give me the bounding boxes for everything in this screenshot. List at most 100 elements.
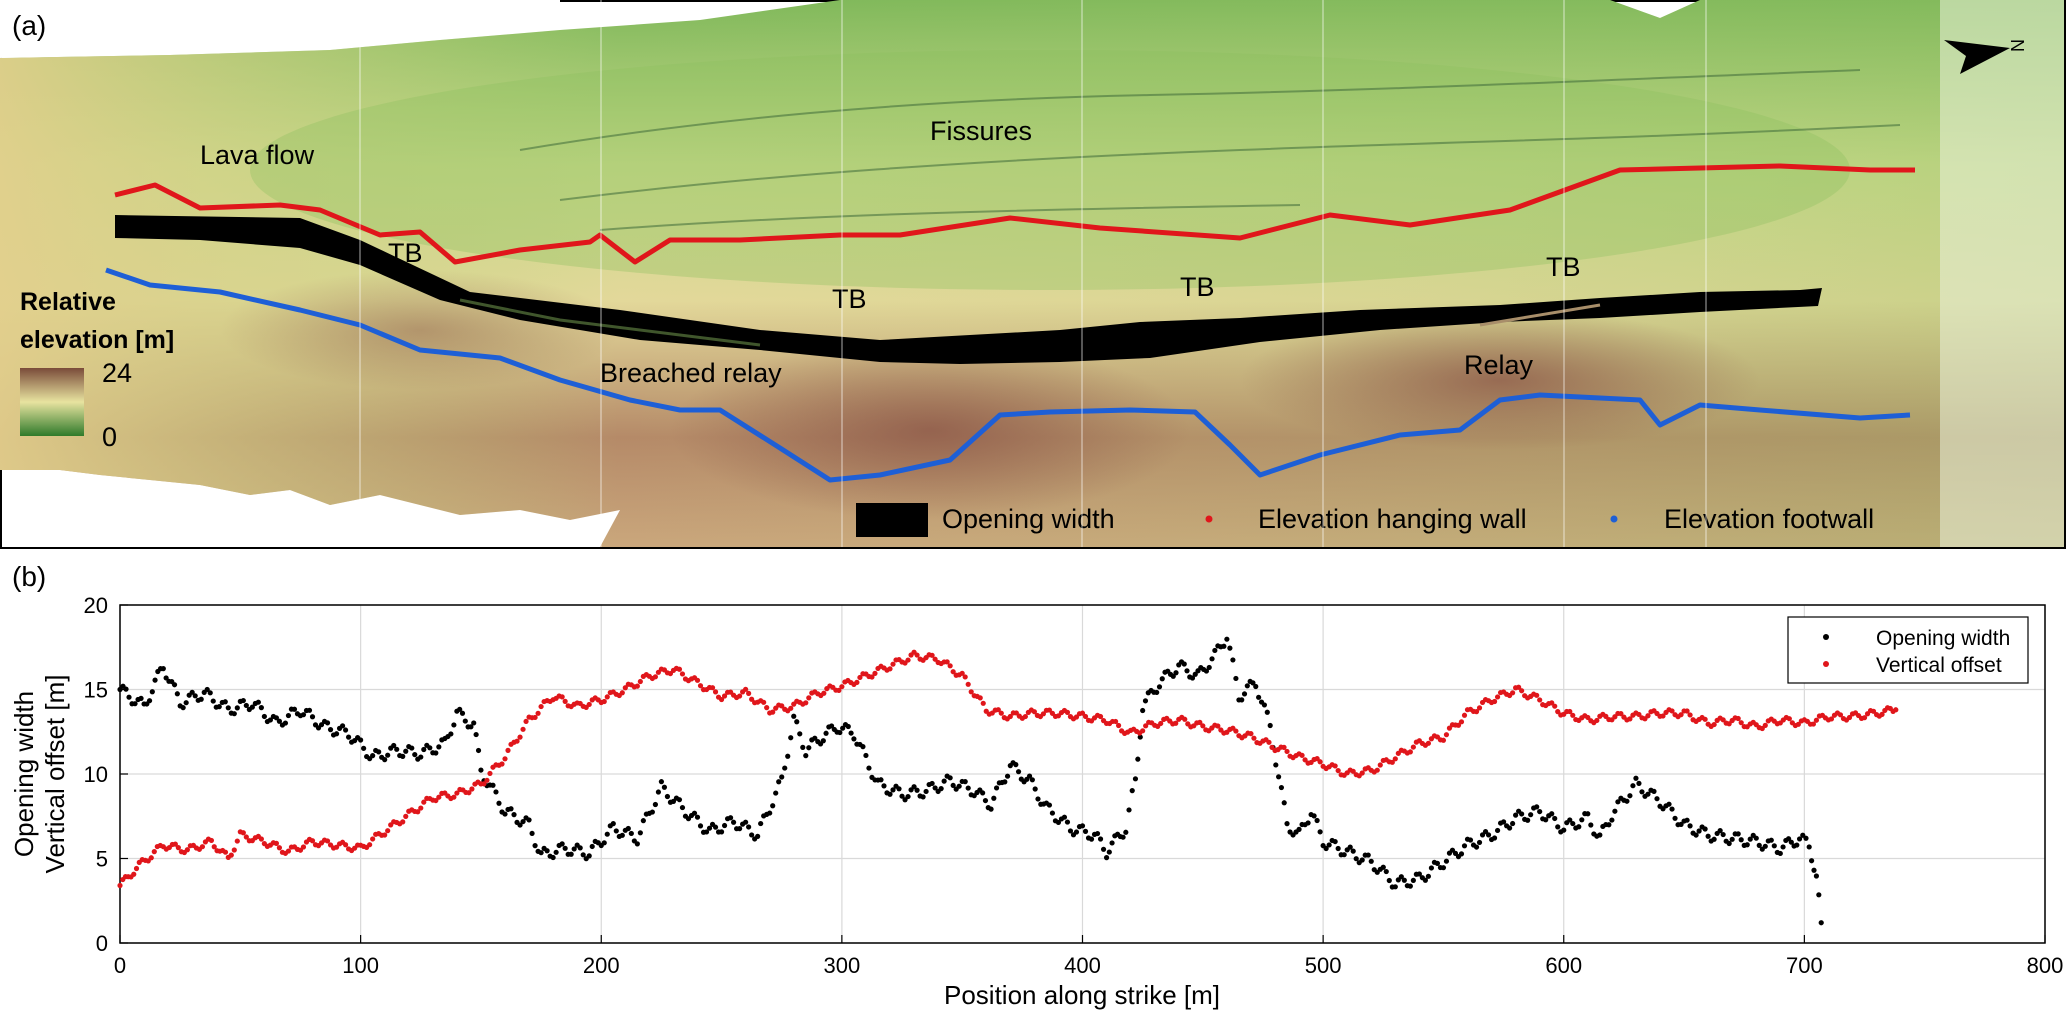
data-point xyxy=(1552,703,1558,709)
data-point xyxy=(1350,848,1356,854)
data-point xyxy=(770,803,776,809)
data-point xyxy=(773,790,779,796)
data-point xyxy=(490,782,496,788)
data-point xyxy=(1244,683,1250,689)
hanging-wall-line xyxy=(114,163,1915,265)
data-point xyxy=(1846,714,1853,721)
data-point xyxy=(1173,720,1179,726)
data-point xyxy=(267,717,273,723)
data-point xyxy=(1609,817,1615,823)
data-point xyxy=(721,693,728,699)
data-point xyxy=(1543,817,1549,823)
data-point xyxy=(1818,920,1824,926)
data-point xyxy=(703,829,710,835)
data-point xyxy=(1519,811,1525,817)
data-point xyxy=(138,695,144,701)
data-point xyxy=(385,828,391,834)
data-point xyxy=(1386,877,1392,884)
data-point xyxy=(1500,819,1507,825)
data-point xyxy=(1624,798,1630,804)
data-point xyxy=(929,780,935,787)
data-point xyxy=(866,765,872,771)
data-point xyxy=(433,797,439,804)
data-point xyxy=(189,689,195,695)
data-point xyxy=(1813,873,1820,879)
data-point xyxy=(1284,748,1290,755)
data-point xyxy=(1747,836,1753,842)
data-point xyxy=(1410,877,1416,883)
data-point xyxy=(746,690,752,696)
data-point xyxy=(1615,799,1621,805)
data-point xyxy=(1173,670,1179,676)
data-point xyxy=(923,788,929,795)
data-point xyxy=(1645,791,1651,797)
data-point xyxy=(222,849,229,855)
data-point xyxy=(749,832,755,838)
data-point xyxy=(1702,716,1708,722)
data-point xyxy=(1079,823,1086,829)
data-point xyxy=(1636,711,1642,718)
data-point xyxy=(1129,788,1135,794)
data-point xyxy=(905,657,911,663)
data-point xyxy=(199,844,206,850)
data-point xyxy=(382,832,388,838)
data-point xyxy=(1570,820,1576,827)
data-point xyxy=(1669,708,1675,714)
data-point xyxy=(222,699,228,705)
data-point xyxy=(258,836,264,842)
data-point xyxy=(1636,780,1642,786)
data-point xyxy=(712,824,719,830)
data-point xyxy=(840,725,846,731)
data-point xyxy=(938,785,944,792)
data-point xyxy=(1567,708,1573,715)
data-point xyxy=(333,844,340,850)
data-point xyxy=(538,703,544,710)
data-point xyxy=(273,840,280,846)
data-point xyxy=(544,848,550,854)
data-point xyxy=(152,677,158,683)
data-point xyxy=(869,674,875,680)
data-point xyxy=(791,713,797,719)
data-point xyxy=(258,705,264,711)
annotation-tb-3: TB xyxy=(1180,272,1215,302)
data-point xyxy=(977,695,983,701)
data-point xyxy=(1744,842,1750,848)
data-point xyxy=(1392,756,1398,762)
data-point xyxy=(1007,713,1013,720)
data-point xyxy=(505,747,511,753)
y-axis-label-line1: Opening width xyxy=(9,691,39,857)
data-point xyxy=(1537,697,1543,703)
data-point xyxy=(180,705,186,711)
data-point xyxy=(749,696,755,702)
data-point xyxy=(1735,715,1741,722)
data-point xyxy=(980,700,986,706)
data-point xyxy=(1224,636,1230,642)
data-point xyxy=(1341,852,1347,858)
data-point xyxy=(1654,796,1660,802)
data-point xyxy=(788,735,794,741)
data-point xyxy=(462,718,468,724)
data-point xyxy=(358,737,364,743)
data-point xyxy=(679,804,686,811)
data-point xyxy=(1278,784,1285,791)
data-point xyxy=(1046,802,1053,808)
data-point xyxy=(1780,844,1786,850)
data-point xyxy=(655,789,661,795)
data-point xyxy=(571,846,577,852)
data-point xyxy=(309,838,316,844)
data-point xyxy=(601,840,607,846)
legend-footwall-swatch xyxy=(1610,515,1618,523)
data-point xyxy=(1281,800,1287,806)
data-point xyxy=(1248,731,1254,737)
data-point xyxy=(640,818,646,824)
data-point xyxy=(171,682,178,688)
data-point xyxy=(300,712,307,718)
data-point xyxy=(133,865,140,872)
legend-footwall-label: Elevation footwall xyxy=(1664,504,1874,534)
data-point xyxy=(367,842,373,848)
data-point xyxy=(412,751,418,758)
data-point xyxy=(1326,842,1332,848)
data-point xyxy=(755,833,761,839)
data-point xyxy=(950,669,956,675)
data-point xyxy=(1189,675,1196,681)
